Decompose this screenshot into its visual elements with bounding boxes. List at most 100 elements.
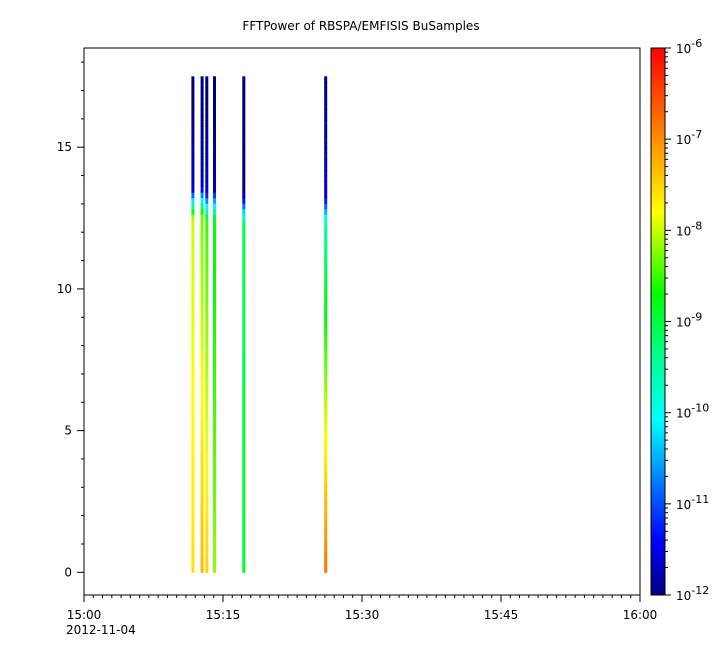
stripe-cell bbox=[200, 318, 204, 325]
stripe-cell bbox=[324, 302, 328, 309]
stripe-cell bbox=[191, 423, 195, 430]
stripe-cell bbox=[191, 125, 195, 132]
x-tick-label: 15:45 bbox=[484, 608, 519, 622]
stripe-cell bbox=[242, 219, 246, 226]
stripe-cell bbox=[205, 522, 209, 529]
stripe-cell bbox=[324, 258, 328, 265]
stripe-cell bbox=[242, 109, 246, 116]
stripe-cell bbox=[213, 142, 216, 149]
stripe-cell bbox=[324, 561, 328, 568]
stripe-cell bbox=[213, 170, 216, 177]
stripe-cell bbox=[191, 340, 195, 347]
stripe-cell bbox=[213, 291, 216, 298]
stripe-cell bbox=[213, 164, 216, 171]
stripe-cell bbox=[200, 506, 204, 513]
x-tick-label: 15:15 bbox=[206, 608, 241, 622]
stripe-cell bbox=[213, 489, 216, 496]
stripe-cell bbox=[242, 263, 246, 270]
stripe-cell bbox=[200, 362, 204, 369]
stripe-cell bbox=[324, 148, 328, 155]
stripe-cell bbox=[324, 418, 328, 425]
stripe-cell bbox=[191, 385, 195, 392]
stripe-cell bbox=[191, 170, 195, 177]
stripe-cell bbox=[213, 159, 216, 166]
stripe-cell bbox=[213, 247, 216, 254]
stripe-cell bbox=[191, 181, 195, 188]
stripe-cell bbox=[242, 125, 246, 132]
stripe-cell bbox=[200, 230, 204, 237]
stripe-cell bbox=[213, 324, 216, 331]
stripe-cell bbox=[205, 539, 209, 546]
stripe-cell bbox=[213, 351, 216, 358]
stripe-cell bbox=[191, 434, 195, 441]
stripe-cell bbox=[191, 137, 195, 144]
stripe-cell bbox=[242, 159, 246, 166]
stripe-cell bbox=[191, 445, 195, 452]
stripe-cell bbox=[242, 103, 246, 110]
stripe-cell bbox=[205, 219, 209, 226]
stripe-cell bbox=[205, 368, 209, 375]
stripe-cell bbox=[324, 544, 328, 551]
stripe-cell bbox=[200, 456, 204, 463]
stripe-cell bbox=[242, 148, 246, 155]
stripe-cell bbox=[200, 137, 204, 144]
spectral-stripe bbox=[324, 76, 328, 573]
stripe-cell bbox=[213, 478, 216, 485]
stripe-cell bbox=[324, 396, 328, 403]
stripe-cell bbox=[200, 489, 204, 496]
stripe-cell bbox=[191, 103, 195, 110]
stripe-cell bbox=[200, 114, 204, 121]
stripe-cell bbox=[205, 137, 209, 144]
stripe-cell bbox=[205, 335, 209, 342]
stripe-cell bbox=[242, 373, 246, 380]
stripe-cell bbox=[191, 236, 195, 243]
stripe-cell bbox=[242, 120, 246, 127]
stripe-cell bbox=[324, 434, 328, 441]
stripe-cell bbox=[191, 511, 195, 518]
stripe-cell bbox=[242, 170, 246, 177]
stripe-cell bbox=[205, 385, 209, 392]
stripe-cell bbox=[213, 456, 216, 463]
stripe-cell bbox=[324, 192, 328, 199]
stripe-cell bbox=[213, 544, 216, 551]
y-tick-label: 15 bbox=[57, 140, 72, 154]
stripe-cell bbox=[205, 390, 209, 397]
stripe-cell bbox=[205, 440, 209, 447]
stripe-cell bbox=[191, 186, 195, 193]
stripe-cell bbox=[191, 87, 195, 94]
stripe-cell bbox=[324, 296, 328, 303]
stripe-cell bbox=[324, 506, 328, 513]
stripe-cell bbox=[205, 87, 209, 94]
stripe-cell bbox=[324, 170, 328, 177]
stripe-cell bbox=[205, 555, 209, 562]
stripe-cell bbox=[205, 103, 209, 110]
stripe-cell bbox=[205, 269, 209, 276]
stripe-cell bbox=[213, 186, 216, 193]
stripe-cell bbox=[191, 528, 195, 535]
stripe-cell bbox=[324, 280, 328, 287]
stripe-cell bbox=[205, 324, 209, 331]
stripe-cell bbox=[242, 131, 246, 138]
stripe-cell bbox=[242, 423, 246, 430]
stripe-cell bbox=[213, 208, 216, 215]
stripe-cell bbox=[324, 555, 328, 562]
stripe-cell bbox=[324, 81, 328, 88]
stripe-cell bbox=[242, 368, 246, 375]
stripe-cell bbox=[242, 247, 246, 254]
stripe-cell bbox=[205, 225, 209, 232]
stripe-cell bbox=[324, 263, 328, 270]
stripe-cell bbox=[191, 401, 195, 408]
stripe-cell bbox=[213, 390, 216, 397]
stripe-cell bbox=[191, 197, 195, 204]
stripe-cell bbox=[324, 247, 328, 254]
stripe-cell bbox=[205, 131, 209, 138]
stripe-cell bbox=[200, 385, 204, 392]
stripe-cell bbox=[191, 252, 195, 259]
stripe-cell bbox=[242, 489, 246, 496]
stripe-cell bbox=[242, 550, 246, 557]
colorbar-axis: 10-12 10-11 10-10 10-9 10-8 10-7 10-6 bbox=[665, 37, 709, 603]
stripe-cell bbox=[200, 208, 204, 215]
stripe-cell bbox=[213, 412, 216, 419]
y-tick-label: 5 bbox=[64, 424, 72, 438]
